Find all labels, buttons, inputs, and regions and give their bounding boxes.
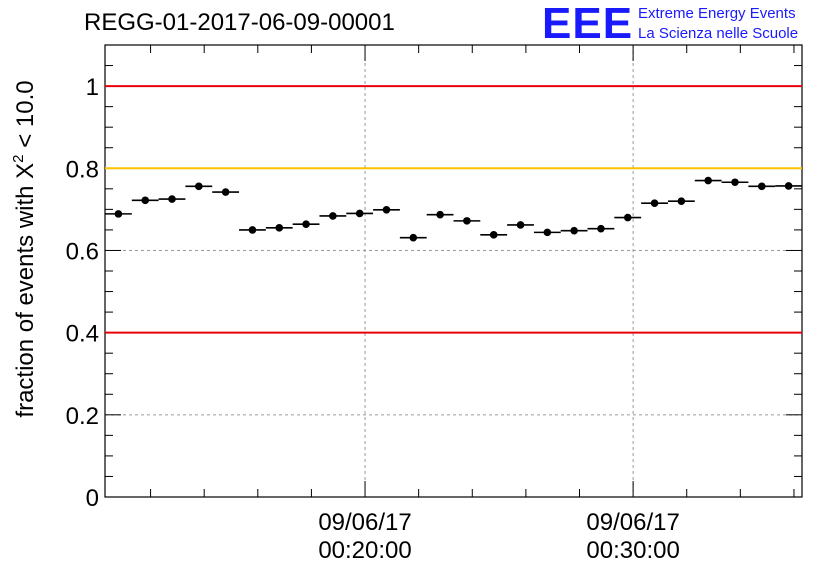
data-point [650,199,659,207]
data-point [516,221,525,229]
data-point [489,231,498,239]
logo-mark: EEE [542,0,634,48]
data-point [409,233,418,242]
x-tick-time-label: 00:20:00 [318,537,411,564]
x-tick-date-label: 09/06/17 [586,509,679,536]
data-point [436,210,444,219]
data-point [248,226,257,234]
data-point [677,197,686,205]
y-tick-label: 0 [86,485,99,512]
data-point [382,205,391,214]
data-point [570,226,578,235]
data-point [168,195,176,203]
data-point [355,209,364,218]
data-point [543,228,552,237]
data-point [704,176,712,185]
data-point [302,220,310,228]
y-tick-label: 0.2 [66,403,99,430]
run-title: REGG-01-2017-06-09-00001 [84,9,395,36]
y-tick-label: 0.4 [66,321,99,348]
x-tick-time-label: 00:30:00 [586,537,679,564]
plot-frame [104,44,803,498]
data-point [463,217,471,225]
logo-line-1: Extreme Energy Events [638,5,796,22]
data-point [784,182,793,190]
data-point [275,224,284,232]
logo-line-2: La Scienza nelle Scuole [638,25,799,42]
data-point [597,224,605,233]
data-point [757,182,766,191]
data-point [114,210,123,218]
data-point [329,212,337,220]
y-tick-label: 0.6 [66,238,99,265]
data-point [731,178,739,187]
y-tick-label: 1 [86,74,99,101]
data-point [195,182,203,191]
eee-logo: EEE Extreme Energy Events La Scienza nel… [542,2,832,46]
y-tick-label: 0.8 [66,156,99,183]
data-point [221,188,230,196]
data-point [141,196,150,205]
x-tick-date-label: 09/06/17 [318,509,411,536]
data-point [623,213,632,222]
y-axis-title: fraction of events with X2 < 10.0 [10,80,39,417]
